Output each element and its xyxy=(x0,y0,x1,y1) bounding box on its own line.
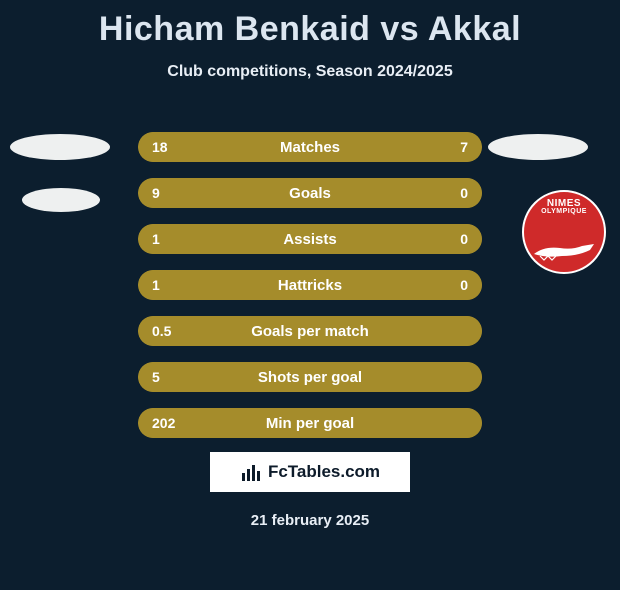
bar-chart-icon xyxy=(240,461,262,483)
stat-label: Goals per match xyxy=(138,323,482,340)
brand-text: FcTables.com xyxy=(268,462,380,482)
brand-box: FcTables.com xyxy=(210,452,410,492)
page-subtitle: Club competitions, Season 2024/2025 xyxy=(0,63,620,81)
badge-text-bottom: OLYMPIQUE xyxy=(541,208,587,215)
stat-label: Hattricks xyxy=(138,277,482,294)
stat-row: 202Min per goal xyxy=(138,408,482,438)
page-title: Hicham Benkaid vs Akkal xyxy=(0,10,620,49)
club-badge-nimes: NIMES OLYMPIQUE xyxy=(522,190,606,274)
date-line: 21 february 2025 xyxy=(0,512,620,529)
stat-label: Goals xyxy=(138,185,482,202)
stat-row: 10Hattricks xyxy=(138,270,482,300)
stats-column: 187Matches 90Goals 10Assists 10Hattricks 0.5… xyxy=(138,132,482,454)
stat-row: 90Goals xyxy=(138,178,482,208)
stat-row: 0.5Goals per match xyxy=(138,316,482,346)
club-logo-placeholder xyxy=(22,188,100,212)
stat-label: Assists xyxy=(138,231,482,248)
stat-row: 187Matches xyxy=(138,132,482,162)
stat-label: Shots per goal xyxy=(138,369,482,386)
stat-label: Min per goal xyxy=(138,415,482,432)
stat-row: 10Assists xyxy=(138,224,482,254)
club-logo-placeholder xyxy=(10,134,110,160)
club-logo-placeholder xyxy=(488,134,588,160)
stat-row: 5Shots per goal xyxy=(138,362,482,392)
crocodile-icon xyxy=(532,240,596,262)
stat-label: Matches xyxy=(138,139,482,156)
